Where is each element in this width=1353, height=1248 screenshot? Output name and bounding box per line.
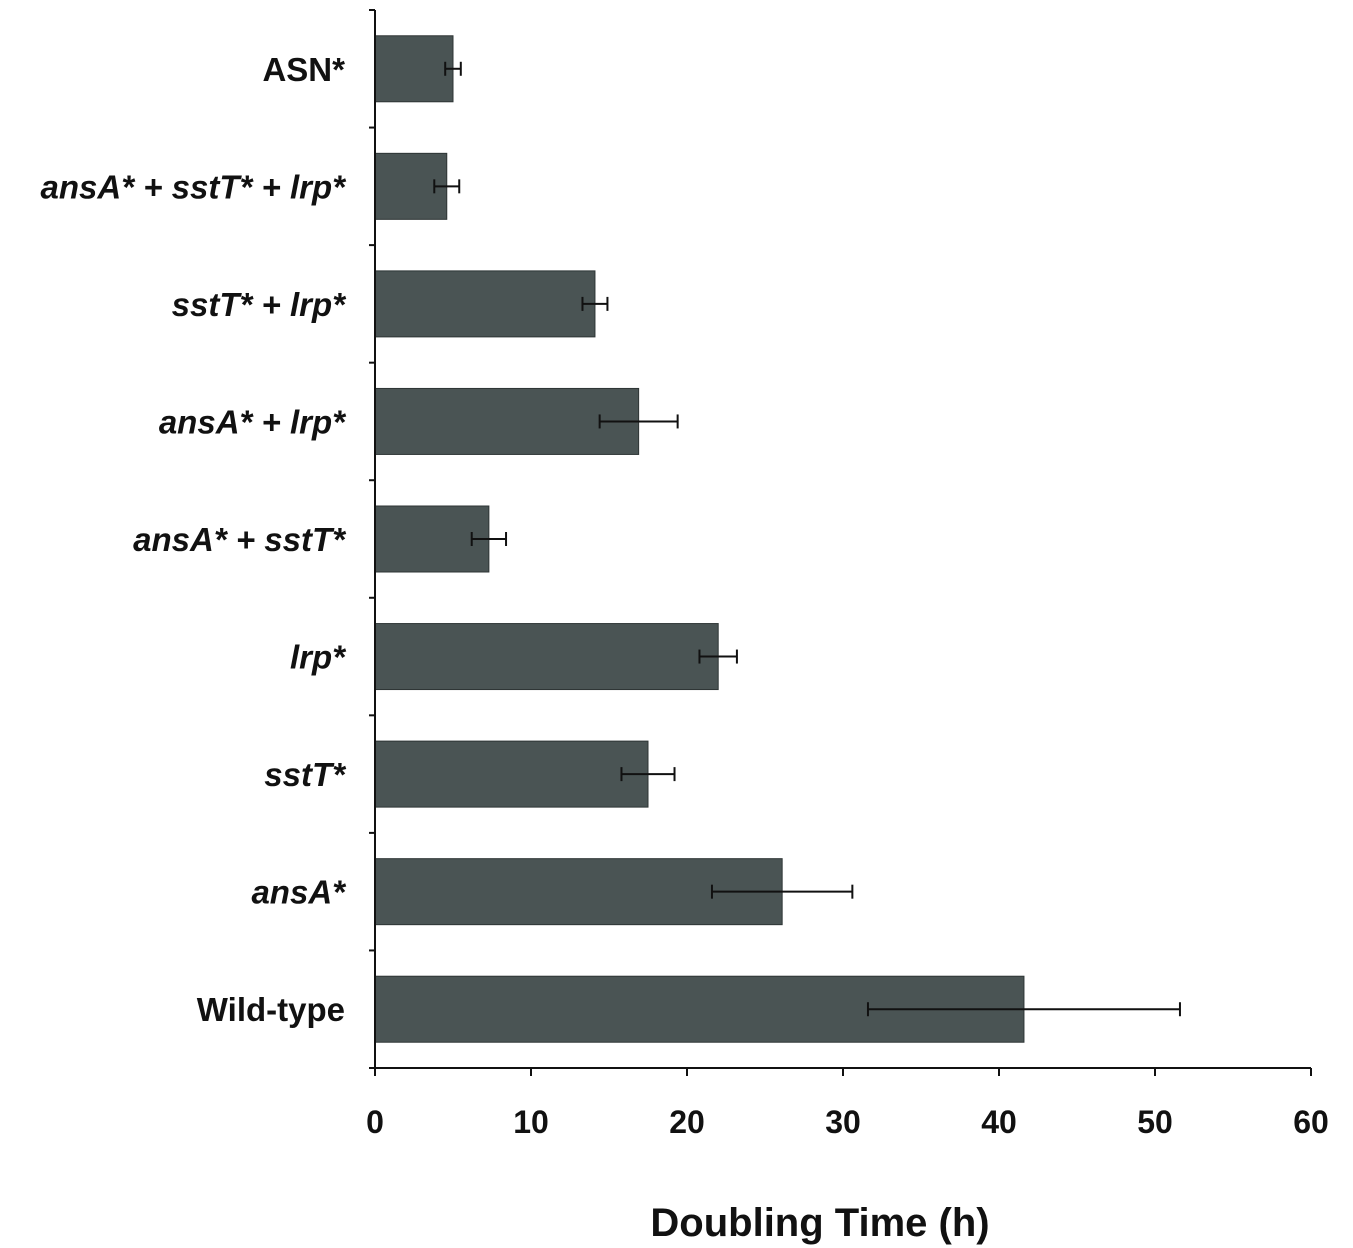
category-label: ASN* xyxy=(262,51,345,88)
category-label: ansA* + sstT* + lrp* xyxy=(41,168,348,205)
bars-group xyxy=(374,35,1025,1043)
category-label: Wild-type xyxy=(197,991,345,1028)
x-tick-label: 10 xyxy=(513,1104,549,1140)
x-tick-label: 40 xyxy=(981,1104,1017,1140)
category-label: ansA* + lrp* xyxy=(159,403,347,440)
x-tick-label: 60 xyxy=(1293,1104,1329,1140)
category-label: ansA* + sstT* xyxy=(133,521,347,558)
category-label: lrp* xyxy=(290,639,347,676)
bar xyxy=(374,270,596,338)
category-label: ansA* xyxy=(251,874,347,911)
bar xyxy=(374,740,649,808)
bar xyxy=(374,505,490,573)
x-ticks-group xyxy=(374,1068,1312,1076)
category-label: sstT* + lrp* xyxy=(172,286,347,323)
x-tick-label: 20 xyxy=(669,1104,705,1140)
x-tick-labels-group: 0 10 20 30 40 50 60 xyxy=(366,1104,1329,1140)
bar xyxy=(374,35,454,103)
x-axis-title: Doubling Time (h) xyxy=(650,1201,989,1245)
bar xyxy=(374,623,719,691)
error-bars-group xyxy=(433,61,1181,1017)
x-tick-label: 50 xyxy=(1137,1104,1173,1140)
category-label: sstT* xyxy=(264,756,347,793)
category-labels-group: ASN* ansA* + sstT* + lrp* sstT* + lrp* ansA… xyxy=(41,51,348,1028)
x-tick-label: 30 xyxy=(825,1104,861,1140)
x-tick-label: 0 xyxy=(366,1104,384,1140)
bar xyxy=(374,387,640,455)
